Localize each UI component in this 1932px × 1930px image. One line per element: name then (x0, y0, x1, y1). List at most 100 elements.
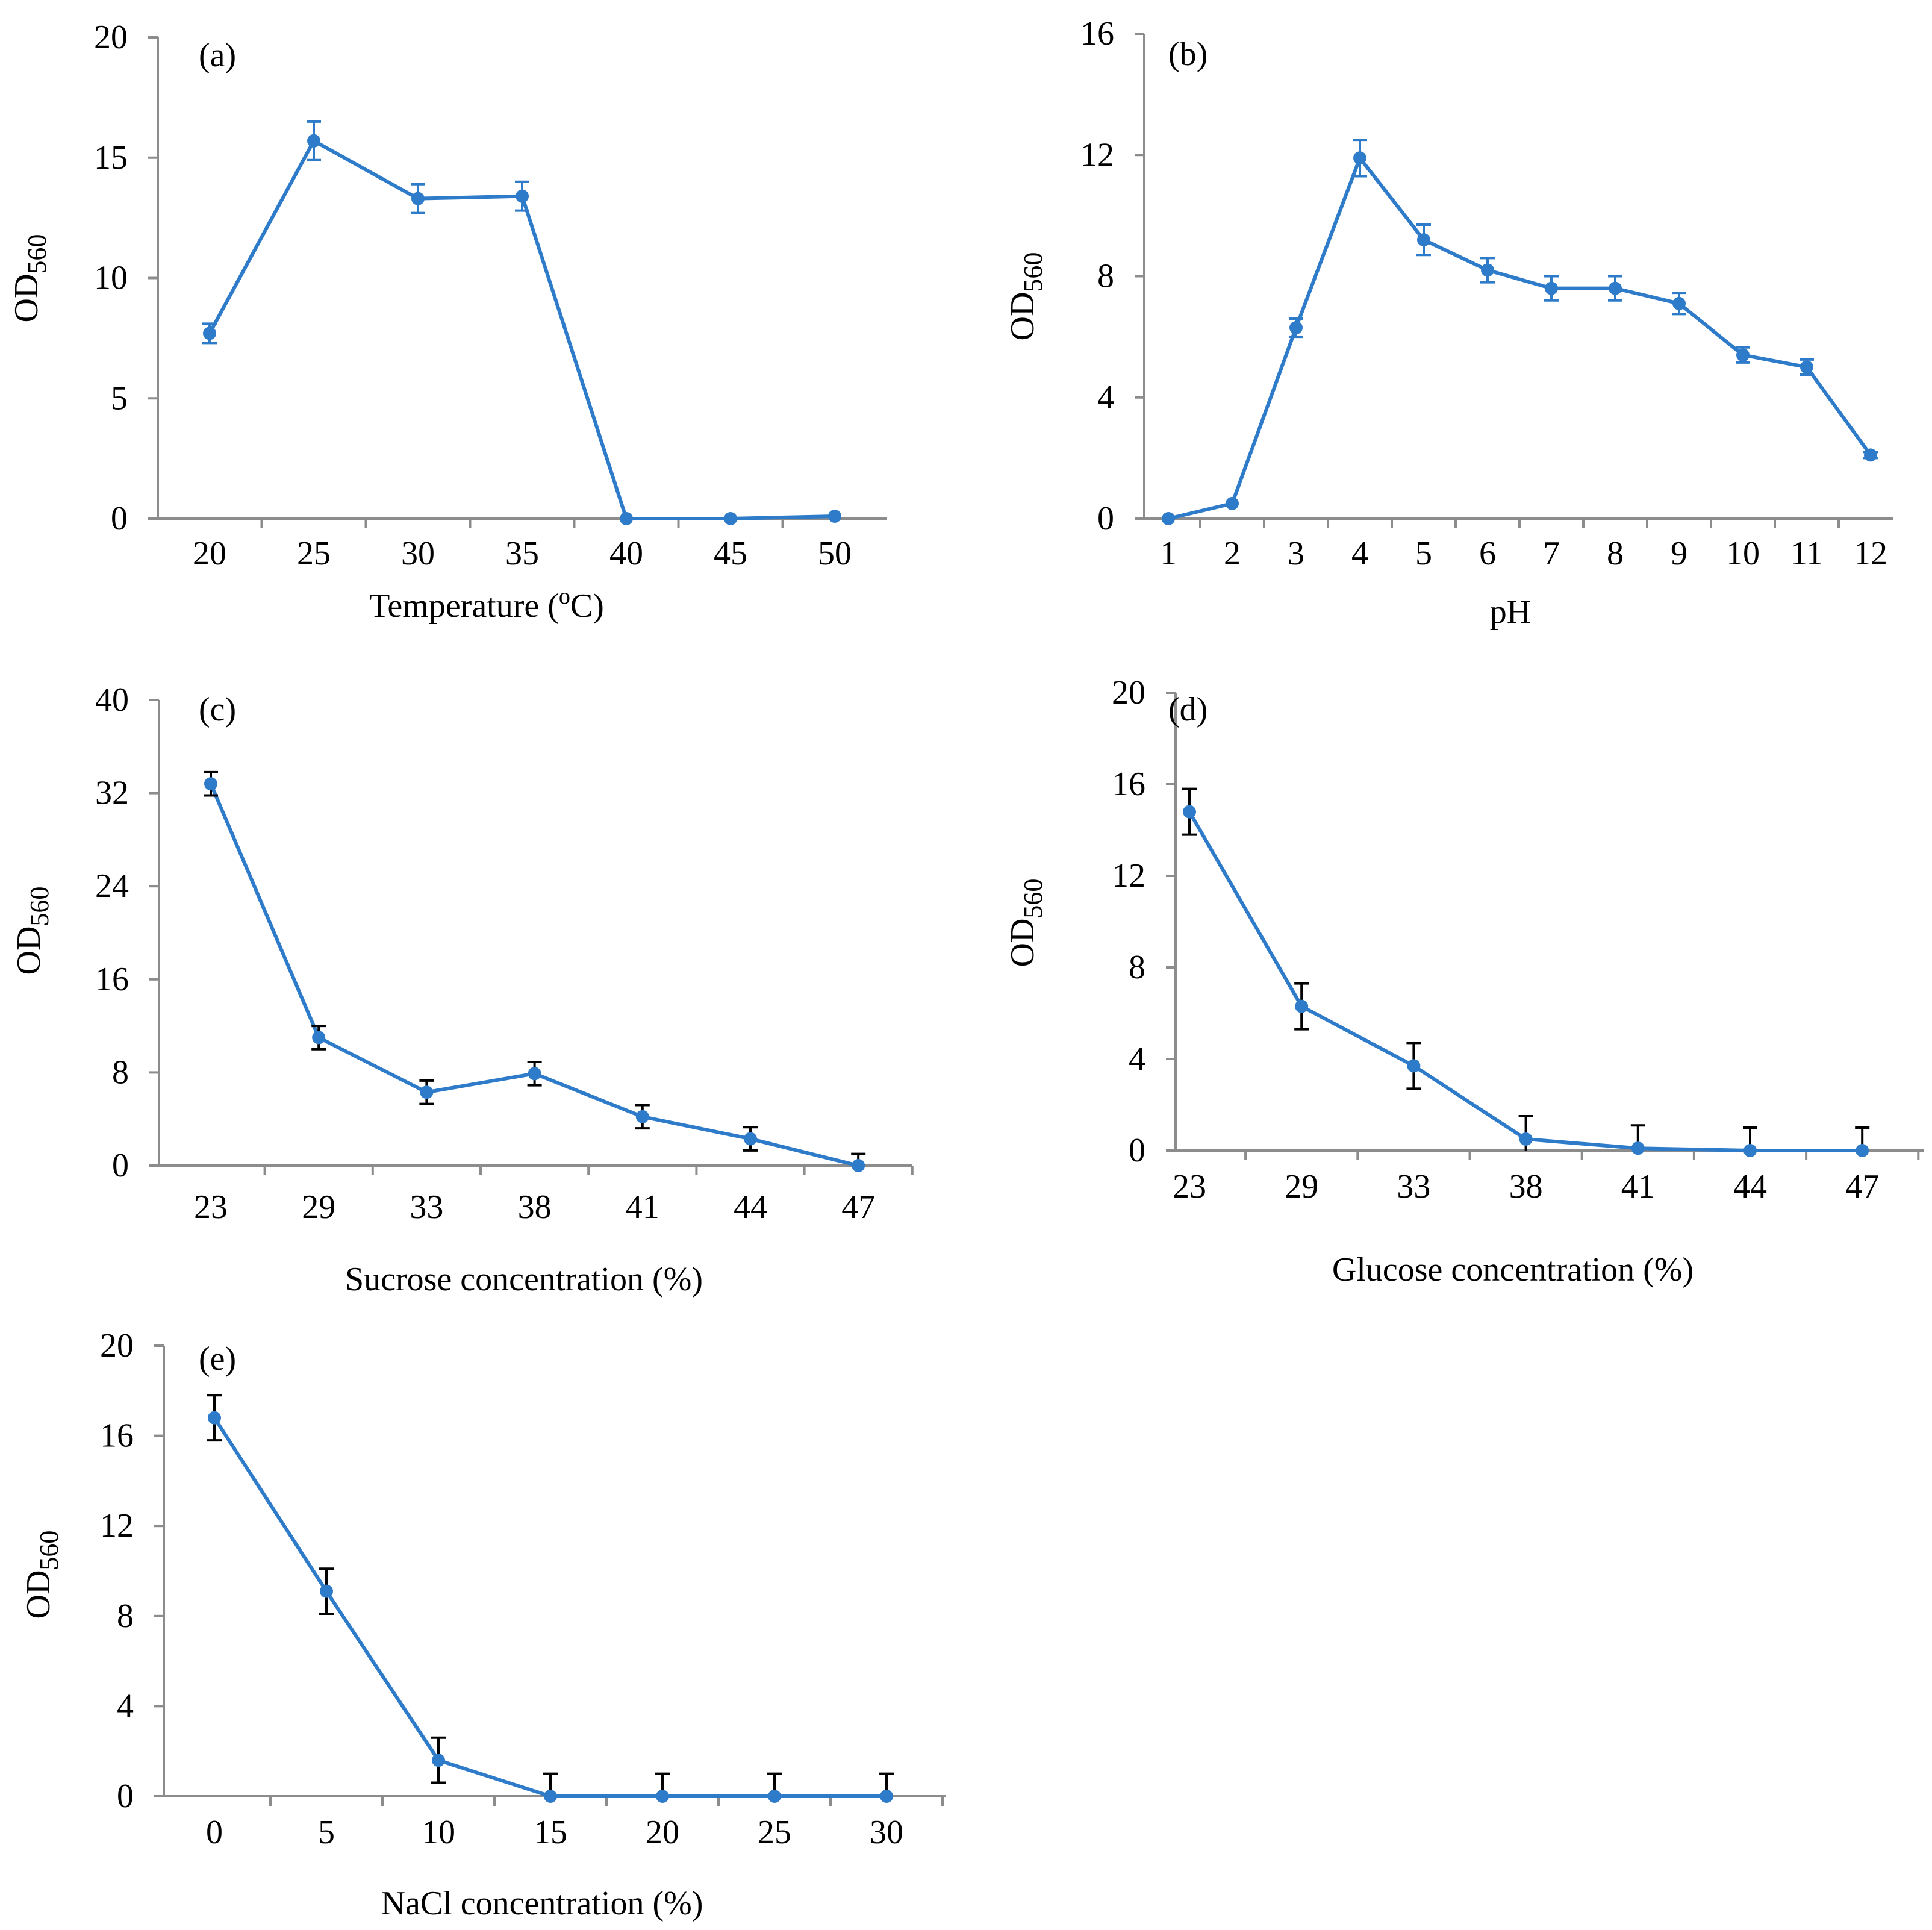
x-tick-label: 23 (1173, 1168, 1206, 1205)
x-axis-label: Temperature (oC) (369, 584, 604, 625)
data-point (828, 510, 841, 523)
x-tick-label: 40 (609, 535, 643, 572)
data-point (1417, 233, 1430, 247)
panel-label: (a) (199, 37, 236, 74)
y-tick-label: 5 (111, 379, 128, 417)
x-tick-label: 6 (1479, 535, 1496, 572)
data-point (1672, 296, 1686, 310)
x-tick-label: 3 (1288, 535, 1304, 572)
data-point (768, 1790, 781, 1803)
y-tick-label: 10 (94, 260, 128, 297)
x-tick-label: 29 (302, 1188, 335, 1226)
x-tick-label: 38 (518, 1188, 552, 1226)
y-tick-label: 16 (1112, 766, 1145, 803)
y-tick-label: 12 (1112, 857, 1145, 895)
x-tick-label: 0 (206, 1814, 223, 1851)
y-tick-label: 0 (1129, 1132, 1145, 1169)
panel-label: (d) (1168, 691, 1208, 728)
y-tick-label: 24 (95, 867, 129, 905)
data-point (1609, 281, 1622, 295)
x-tick-label: 33 (410, 1188, 443, 1226)
series-line (213, 1417, 887, 1798)
y-axis-label: OD560 (1004, 252, 1048, 341)
x-tick-label: 44 (734, 1188, 767, 1226)
x-tick-label: 20 (193, 535, 226, 572)
x-tick-label: 33 (1397, 1168, 1430, 1205)
data-point (724, 512, 737, 525)
panel-label: (e) (199, 1340, 236, 1378)
data-point (1545, 281, 1558, 295)
x-tick-label: 7 (1543, 535, 1560, 572)
y-tick-label: 12 (100, 1507, 134, 1544)
data-point (1226, 496, 1239, 510)
data-point (1481, 263, 1494, 277)
x-tick-label: 30 (401, 535, 435, 572)
y-tick-label: 40 (95, 681, 129, 719)
data-point (1407, 1059, 1421, 1073)
y-tick-label: 16 (100, 1417, 134, 1455)
data-point (852, 1159, 865, 1172)
data-point (307, 134, 320, 148)
x-axis-label: pH (1490, 593, 1531, 631)
x-tick-label: 50 (818, 535, 852, 572)
x-tick-label: 5 (1415, 535, 1432, 572)
y-tick-label: 4 (1097, 379, 1114, 416)
data-point (1800, 360, 1813, 374)
data-point (1864, 448, 1877, 462)
x-tick-label: 35 (505, 535, 539, 572)
data-point (1631, 1141, 1645, 1155)
y-tick-label: 0 (111, 500, 128, 537)
x-tick-label: 41 (626, 1188, 659, 1226)
y-tick-label: 20 (94, 19, 128, 56)
data-point (1736, 348, 1750, 362)
y-tick-label: 0 (1097, 500, 1114, 537)
data-point (1856, 1144, 1869, 1157)
x-tick-label: 47 (1845, 1168, 1879, 1205)
y-tick-label: 12 (1080, 136, 1114, 173)
x-tick-label: 2 (1224, 535, 1241, 572)
y-tick-label: 0 (117, 1778, 134, 1815)
data-point (1295, 999, 1309, 1013)
x-tick-label: 12 (1854, 535, 1887, 572)
data-point (880, 1790, 893, 1803)
data-point (544, 1790, 557, 1803)
x-axis-label: Sucrose concentration (%) (345, 1261, 703, 1298)
x-tick-label: 5 (318, 1814, 335, 1851)
data-point (203, 326, 216, 340)
data-point (208, 1411, 221, 1425)
y-tick-label: 20 (100, 1327, 134, 1364)
data-point (1519, 1132, 1533, 1146)
data-point (1743, 1144, 1757, 1157)
x-tick-label: 29 (1285, 1168, 1318, 1205)
y-axis-label: OD560 (20, 1531, 64, 1619)
data-point (620, 512, 633, 525)
x-axis-label: Glucose concentration (%) (1332, 1251, 1694, 1288)
chart-panel-d: 0 4 8 12 16 20 23 29 33 38 41 44 47 (d) Glucose concen… (1004, 674, 1924, 1288)
data-point (320, 1584, 333, 1598)
y-axis-label: OD560 (8, 234, 52, 323)
x-tick-label: 11 (1790, 535, 1823, 572)
x-tick-label: 44 (1733, 1168, 1767, 1205)
data-point (1162, 512, 1175, 525)
y-tick-label: 16 (95, 961, 129, 998)
x-tick-label: 41 (1621, 1168, 1655, 1205)
x-tick-label: 25 (758, 1814, 791, 1851)
x-tick-label: 10 (422, 1814, 455, 1851)
y-tick-label: 8 (117, 1597, 134, 1635)
x-tick-label: 45 (714, 535, 747, 572)
data-point (432, 1754, 445, 1767)
data-point (528, 1067, 541, 1081)
y-tick-label: 4 (1129, 1040, 1145, 1078)
series-line (209, 782, 859, 1167)
y-tick-label: 0 (112, 1147, 129, 1184)
data-point (204, 777, 217, 791)
y-tick-label: 4 (117, 1687, 134, 1725)
data-point (312, 1031, 326, 1045)
data-point (420, 1085, 434, 1099)
y-tick-label: 8 (112, 1054, 129, 1091)
data-point (411, 192, 425, 205)
chart-panel-e: 0 4 8 12 16 20 0 5 10 15 20 25 30 (e) NaCl concentrati… (20, 1327, 946, 1922)
x-tick-label: 4 (1351, 535, 1368, 572)
